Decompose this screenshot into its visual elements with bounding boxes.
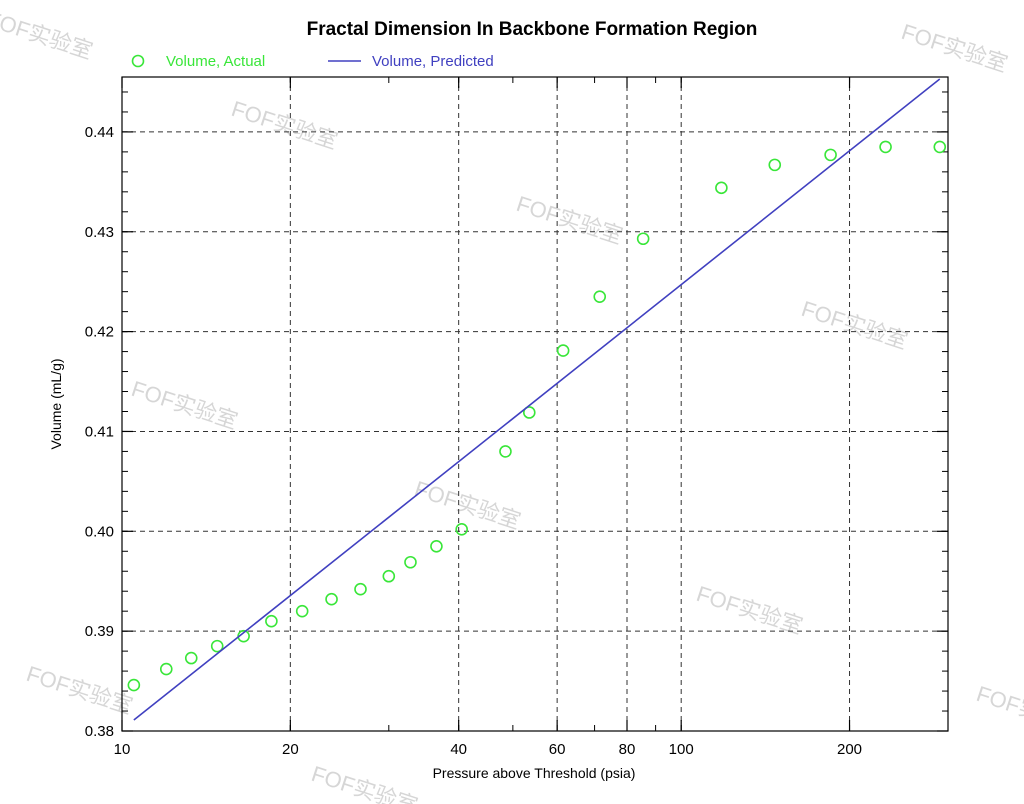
series-layer — [127, 78, 947, 721]
data-point-actual — [879, 140, 892, 154]
data-point-actual — [325, 592, 338, 606]
data-point-actual — [499, 445, 512, 458]
plot-frame — [121, 76, 949, 732]
data-point-actual — [556, 344, 570, 357]
data-point-actual — [430, 539, 443, 553]
legend-label-predicted: Volume, Predicted — [372, 53, 494, 70]
watermark-text: FOF实验室 — [513, 191, 625, 249]
watermark-text: FOF实验室 — [693, 581, 805, 639]
x-tick-label: 100 — [669, 741, 694, 758]
data-point-actual — [127, 678, 141, 692]
x-tick-label: 80 — [619, 741, 636, 758]
y-tick-label: 0.41 — [85, 423, 114, 440]
data-point-actual — [404, 555, 417, 569]
watermark-text: FOF实验室 — [898, 19, 1010, 77]
watermark-text: FOF实验室 — [798, 296, 910, 354]
data-point-actual — [184, 651, 198, 665]
watermark-text: FOF实验室 — [973, 681, 1024, 739]
watermark-text: FOF实验室 — [0, 6, 96, 64]
x-axis-label: Pressure above Threshold (psia) — [433, 765, 636, 781]
watermark-text: FOF实验室 — [128, 376, 240, 434]
data-point-actual — [265, 614, 278, 628]
data-point-actual — [824, 148, 837, 162]
data-point-actual — [715, 181, 728, 195]
watermark-text: FOF实验室 — [23, 661, 135, 719]
data-point-actual — [768, 158, 782, 172]
data-point-actual — [382, 569, 396, 583]
y-tick-label: 0.43 — [85, 224, 114, 241]
data-point-actual — [522, 406, 536, 419]
y-tick-label: 0.42 — [85, 324, 114, 341]
grid-layer — [122, 77, 948, 731]
x-tick-label: 40 — [450, 741, 467, 758]
legend: Volume, Actual Volume, Predicted — [131, 53, 494, 70]
y-tick-label: 0.39 — [85, 623, 114, 640]
x-tick-label: 200 — [837, 741, 862, 758]
data-point-actual — [159, 662, 173, 676]
y-tick-label: 0.44 — [85, 124, 114, 141]
x-tick-label: 20 — [282, 741, 299, 758]
x-tick-label: 10 — [114, 741, 131, 758]
data-point-actual — [593, 290, 607, 303]
series-line-predicted — [133, 78, 941, 721]
data-point-actual — [933, 140, 947, 154]
watermark-layer: FOF实验室 FOF实验室 FOF实验室 FOF实验室 FOF实验室 FOF实验室 FOF实… — [0, 6, 1024, 804]
watermark-text: FOF实验室 — [411, 476, 523, 534]
chart-title: Fractal Dimension In Backbone Formation … — [307, 19, 758, 40]
data-point-actual — [455, 523, 468, 536]
x-tick-label: 60 — [549, 741, 566, 758]
watermark-text: FOF实验室 — [308, 761, 420, 804]
watermark-text: FOF实验室 — [228, 96, 340, 154]
y-axis-label: Volume (mL/g) — [48, 358, 64, 449]
y-tick-label: 0.40 — [85, 523, 114, 540]
y-tick-label: 0.38 — [85, 723, 114, 740]
data-point-actual — [354, 582, 367, 596]
legend-marker-actual — [131, 54, 145, 68]
tick-layer: 10 20 40 60 80 100 200 0.38 0.39 0.40 0.41 0.42 0.43… — [85, 77, 949, 758]
legend-label-actual: Volume, Actual — [166, 53, 265, 70]
data-point-actual — [636, 232, 650, 246]
data-point-actual — [295, 604, 309, 618]
data-point-actual — [210, 639, 224, 653]
